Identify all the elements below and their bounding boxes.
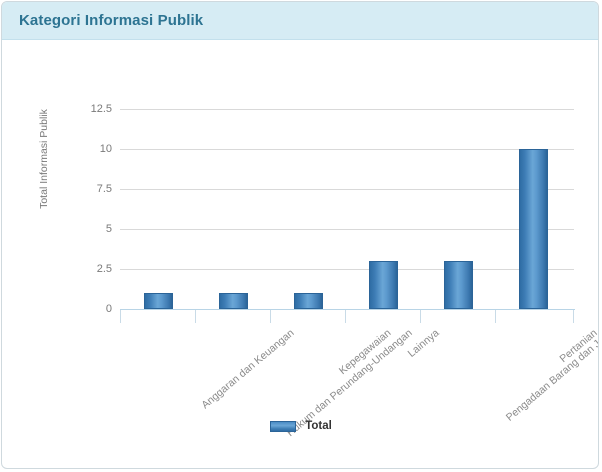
x-tick-mark (120, 310, 121, 323)
gridline (120, 189, 574, 190)
y-tick-label: 5 (105, 223, 112, 235)
x-tick-mark (495, 310, 496, 323)
gridline (120, 229, 574, 230)
bar-hukum-dan-perundang-undangan[interactable] (219, 293, 248, 309)
x-tick-mark (573, 310, 574, 323)
gridline (120, 149, 574, 150)
y-tick-label: 0 (105, 303, 112, 315)
chart-canvas: Total Informasi Publik 0 2.5 5 7.5 10 12… (2, 41, 598, 468)
page-title: Kategori Informasi Publik (19, 12, 204, 29)
gridline (120, 269, 574, 270)
y-tick-label: 2.5 (96, 263, 112, 275)
x-tick-mark (420, 310, 421, 323)
chart-legend: Total (2, 420, 598, 432)
y-axis-tick-labels: 0 2.5 5 7.5 10 12.5 (48, 103, 112, 315)
plot-area (120, 109, 575, 310)
legend-swatch-total[interactable] (270, 420, 297, 432)
x-tick-mark (270, 310, 271, 323)
x-tick-mark (195, 310, 196, 323)
bar-kepegawaian[interactable] (294, 293, 323, 309)
gridline (120, 109, 574, 110)
bar-pertanian[interactable] (519, 149, 548, 309)
card-header: Kategori Informasi Publik (2, 2, 598, 40)
y-tick-label: 7.5 (96, 183, 112, 195)
bar-lainnya[interactable] (369, 261, 398, 309)
bar-pengadaan-barang-dan-jasa[interactable] (444, 261, 473, 309)
legend-label-total[interactable]: Total (305, 420, 332, 432)
x-axis-line (120, 309, 575, 310)
x-tick-label-anggaran-dan-keuangan: Anggaran dan Keuangan (199, 327, 297, 412)
y-tick-label: 12.5 (90, 103, 112, 115)
bar-anggaran-dan-keuangan[interactable] (144, 293, 173, 309)
y-tick-label: 10 (99, 143, 112, 155)
x-tick-mark (345, 310, 346, 323)
